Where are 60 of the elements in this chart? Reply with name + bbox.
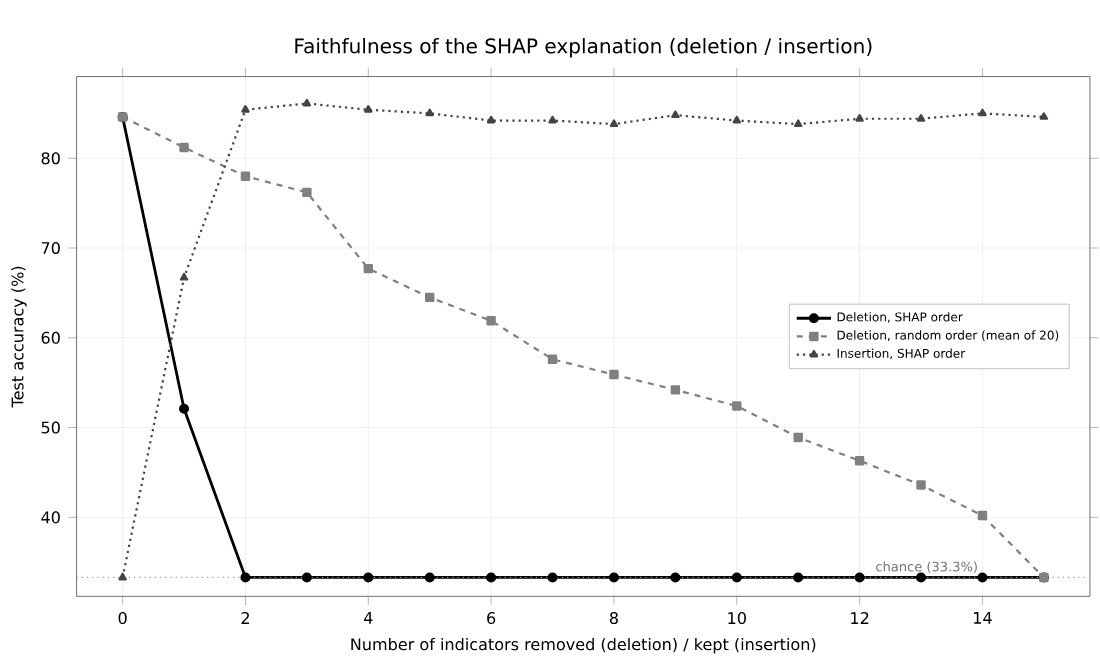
y-axis-title: Test accuracy (%): [11, 266, 27, 408]
point: [731, 572, 742, 583]
point: [854, 455, 865, 466]
x-tick-label: 0: [118, 611, 127, 624]
point: [855, 113, 864, 122]
point: [1039, 111, 1049, 120]
y-tick-label: 40: [41, 510, 60, 523]
point: [424, 572, 435, 583]
point: [240, 171, 251, 181]
x-axis-title: Number of indicators removed (deletion) / kept (insertion): [351, 637, 816, 654]
point: [609, 369, 619, 379]
point: [608, 572, 619, 583]
y-tick-label: 80: [41, 151, 60, 164]
point: [118, 572, 127, 580]
point: [793, 432, 803, 442]
point: [425, 108, 434, 116]
point: [670, 384, 681, 395]
point: [670, 572, 681, 583]
point: [547, 354, 558, 364]
point: [240, 572, 251, 583]
point: [301, 572, 312, 583]
point: [486, 572, 497, 583]
x-tick-label: 6: [487, 611, 496, 624]
y-tick-label: 70: [41, 241, 60, 254]
point: [977, 510, 988, 520]
point: [179, 142, 189, 152]
point: [732, 400, 742, 411]
point: [671, 110, 680, 118]
point: [793, 119, 803, 127]
x-tick-label: 8: [609, 611, 618, 624]
x-tick-label: 14: [973, 611, 992, 624]
y-tick-label: 50: [41, 421, 60, 434]
point: [916, 479, 926, 490]
x-tick-label: 2: [241, 611, 249, 624]
point: [364, 104, 373, 113]
point: [916, 113, 926, 122]
point: [241, 104, 250, 113]
point: [547, 572, 558, 583]
point: [978, 108, 987, 116]
point: [179, 403, 190, 414]
point: [424, 292, 435, 302]
point: [486, 115, 496, 124]
point: [302, 98, 312, 106]
point: [302, 187, 312, 197]
point: [793, 572, 804, 583]
point: [548, 115, 557, 124]
point: [916, 572, 927, 583]
point: [609, 119, 619, 127]
y-tick-label: 60: [41, 331, 60, 344]
point: [977, 572, 988, 583]
point: [854, 572, 865, 583]
x-tick-label: 12: [851, 611, 869, 624]
point: [732, 115, 742, 124]
chart-title: Faithfulness of the SHAP explanation (deletion / insertion): [295, 37, 872, 58]
point: [179, 272, 189, 281]
point: [363, 572, 374, 583]
x-tick-label: 4: [363, 611, 373, 624]
point: [486, 315, 496, 326]
point: [363, 263, 374, 273]
x-tick-label: 10: [728, 611, 746, 624]
